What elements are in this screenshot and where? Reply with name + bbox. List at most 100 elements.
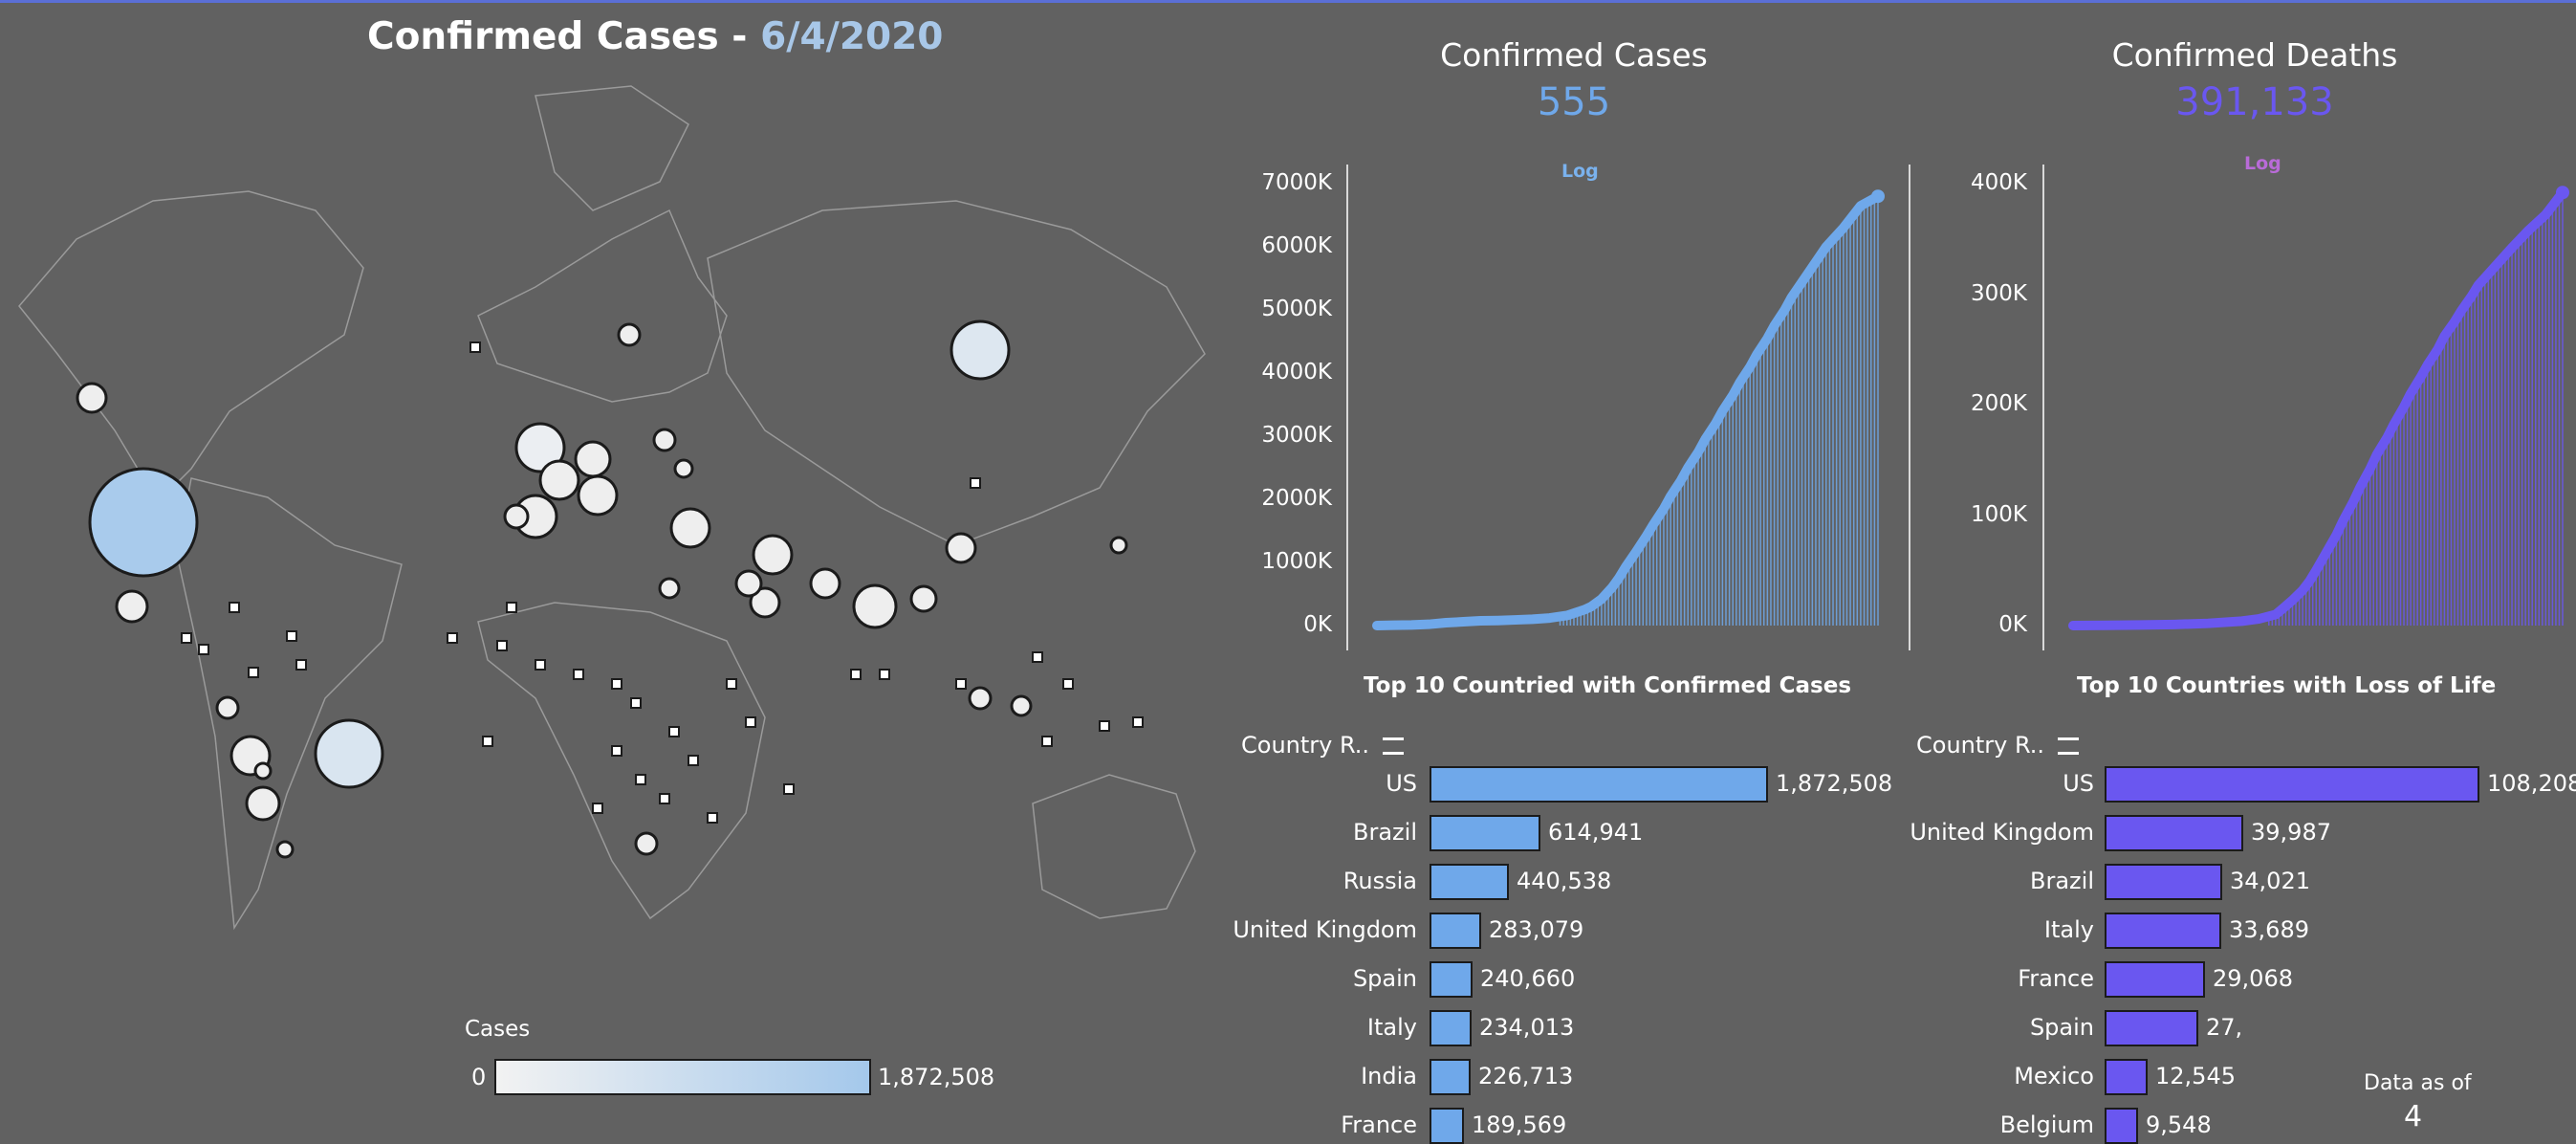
case-bubbles [76,319,1128,859]
title-date: 6/4/2020 [760,15,944,58]
world-map[interactable] [0,67,1243,1140]
country-bar[interactable] [2105,913,2221,949]
country-bar[interactable] [1430,961,1473,998]
bar-value-label: 440,538 [1517,868,1612,894]
bar-value-label: 12,545 [2155,1063,2236,1089]
country-bar[interactable] [2105,1108,2138,1144]
title-prefix: Confirmed Cases - [367,15,761,58]
deaths-sort-header-label: Country R.. [1916,732,2045,759]
cases-axis-line [1346,165,1348,650]
africa-outline [477,602,766,920]
bubble-canada [76,382,108,414]
country-bar[interactable] [2105,961,2205,998]
country-bar[interactable] [1430,766,1768,803]
cases-log-toggle[interactable]: Log [1561,161,1599,182]
map-legend-max: 1,872,508 [878,1064,995,1090]
europe-outline [477,209,728,403]
bar-value-label: 33,689 [2229,916,2309,943]
bubble-japan [1109,536,1128,555]
y-tick-label: 4000K [1261,360,1332,385]
y-tick-label: 1000K [1261,549,1332,574]
top10-deaths-title: Top 10 Countries with Loss of Life [2077,673,2497,698]
deaths-kpi-title: Confirmed Deaths [2111,36,2398,74]
bar-value-label: 226,713 [1478,1063,1574,1089]
map-legend-gradient [494,1059,871,1095]
asia-outline [707,200,1206,546]
country-bar[interactable] [1430,913,1481,949]
country-bar[interactable] [1430,1010,1472,1046]
greenland-outline [535,85,689,211]
country-label: Russia [1343,868,1417,894]
country-label: France [2018,965,2094,992]
deaths-log-toggle[interactable]: Log [2244,153,2281,174]
bar-value-label: 34,021 [2230,868,2310,894]
data-as-of-value: 4 [2404,1100,2423,1133]
map-legend-title: Cases [465,1017,531,1042]
top-accent-line [0,0,2576,3]
bubble-poland [652,428,677,452]
sort-icon[interactable] [1382,737,1404,755]
bubble-us [88,467,199,578]
bubble-france [538,459,580,501]
bubble-saudi [749,586,781,619]
country-bar[interactable] [2105,864,2222,900]
cases-sort-header[interactable]: Country R.. [1241,732,1404,759]
series-line[interactable] [2068,187,2567,630]
bubble-russia [950,319,1011,381]
y-tick-label: 400K [1971,170,2027,195]
country-label: United Kingdom [1233,916,1417,943]
country-label: India [1361,1063,1417,1089]
bar-value-label: 29,068 [2213,965,2293,992]
series-line[interactable] [1372,191,1883,630]
country-bar[interactable] [1430,1108,1464,1144]
bar-value-label: 9,548 [2146,1111,2212,1138]
country-label: US [1386,770,1417,797]
bubble-turkey [669,507,711,549]
y-tick-label: 0K [1303,612,1332,637]
data-as-of-label: Data as of [2364,1071,2472,1095]
country-label: United Kingdom [1910,819,2094,846]
bubble-pakistan [809,567,841,600]
bubble-chile [245,785,281,822]
country-bar[interactable] [2105,815,2243,851]
bubble-indonesia [968,686,993,711]
deaths-sort-header[interactable]: Country R.. [1916,732,2079,759]
top10-cases-title: Top 10 Countried with Confirmed Cases [1364,673,1852,698]
deaths-area-chart[interactable] [2044,165,2576,650]
country-label: Mexico [2014,1063,2094,1089]
bubble-colombia [215,695,240,720]
cases-kpi-value: 555 [1537,80,1611,124]
country-bar[interactable] [2105,766,2479,803]
country-label: Spain [1352,965,1417,992]
country-label: Italy [1366,1014,1417,1041]
y-tick-label: 5000K [1261,297,1332,321]
charts-divider [1909,165,1910,650]
bubble-germany [574,440,612,478]
sort-icon[interactable] [2057,737,2079,755]
north-america-outline [18,190,364,499]
y-tick-label: 3000K [1261,423,1332,448]
y-tick-label: 0K [1998,612,2027,637]
south-america-outline [176,477,403,931]
cases-kpi-title: Confirmed Cases [1440,36,1708,74]
country-bar[interactable] [1430,815,1540,851]
country-label: France [1341,1111,1417,1138]
bubble-brazil [314,718,384,789]
series-end-point[interactable] [2556,186,2569,200]
country-bar[interactable] [1430,1059,1471,1095]
australia-outline [1032,774,1196,919]
country-bar[interactable] [2105,1059,2148,1095]
bar-value-label: 1,872,508 [1776,770,1893,797]
small-case-markers [181,341,1144,824]
map-legend-min: 0 [471,1064,487,1090]
bubble-ecuador [253,761,273,781]
country-label: Brazil [2030,868,2094,894]
series-end-point[interactable] [1871,189,1885,204]
bar-value-label: 240,660 [1480,965,1576,992]
country-bar[interactable] [2105,1010,2198,1046]
country-bar[interactable] [1430,864,1509,900]
cases-area-chart[interactable] [1348,165,1891,650]
deaths-axis-line [2042,165,2044,650]
bubble-bangladesh [909,584,938,613]
bubble-china [945,532,977,564]
